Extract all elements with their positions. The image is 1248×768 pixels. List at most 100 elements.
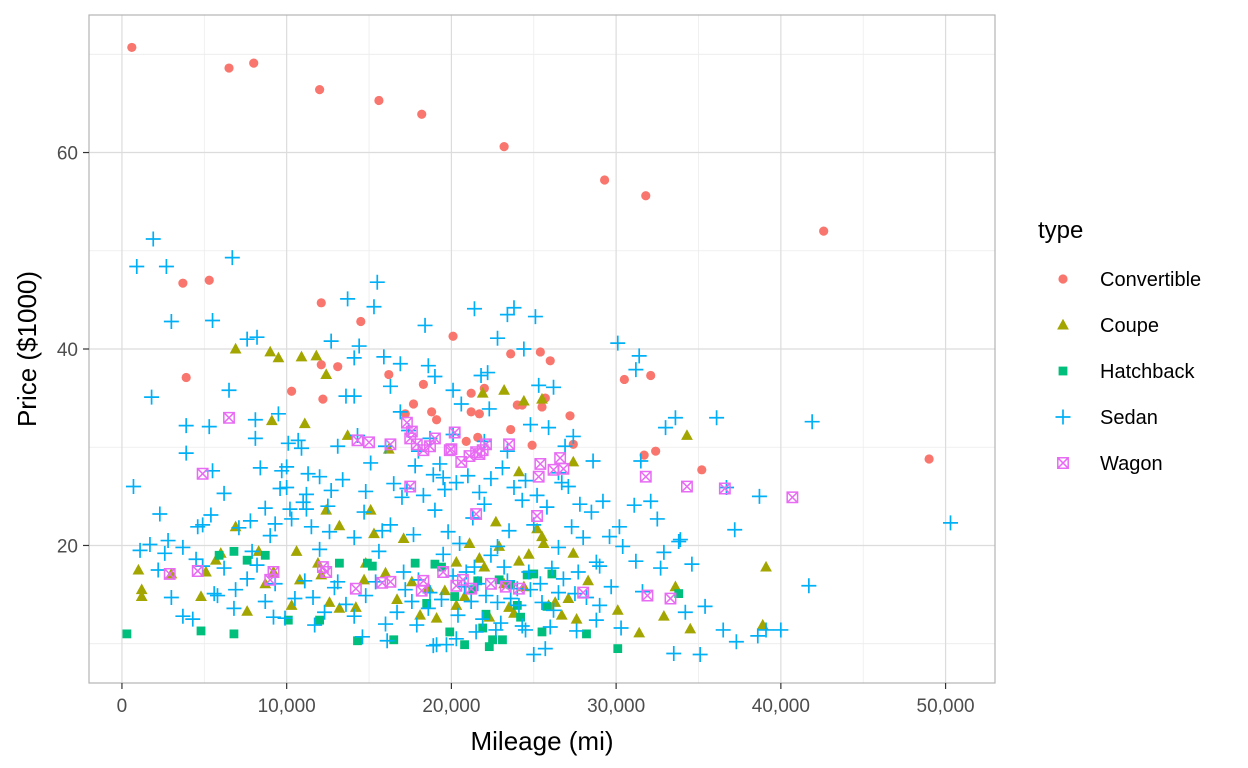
point-sedan [427, 502, 443, 518]
point-sedan [252, 460, 268, 476]
legend-item-sedan: Sedan [1055, 407, 1158, 429]
y-tick-label: 40 [57, 340, 78, 361]
point-sedan [206, 586, 222, 602]
point-hatchback [445, 627, 455, 637]
point-coupe [503, 601, 515, 612]
point-sedan [494, 460, 510, 476]
point-sedan [249, 557, 265, 573]
point-hatchback [389, 635, 399, 645]
point-sedan [404, 593, 420, 609]
point-wagon [196, 467, 209, 480]
point-convertible [127, 42, 137, 53]
point-sedan [326, 580, 342, 596]
point-sedan [804, 414, 820, 430]
point-sedan [203, 507, 219, 523]
point-coupe [513, 554, 525, 566]
point-sedan [420, 600, 436, 616]
point-sedan [396, 564, 412, 580]
point-sedan [132, 542, 148, 558]
point-coupe [536, 530, 548, 542]
point-coupe [549, 596, 562, 607]
point-hatchback [460, 640, 469, 650]
point-sedan [466, 559, 482, 575]
point-coupe [567, 547, 580, 558]
point-wagon [349, 582, 362, 595]
point-convertible [418, 379, 428, 389]
point-sedan [257, 593, 273, 609]
point-sedan [514, 618, 530, 634]
point-sedan [323, 482, 339, 498]
point-sedan [434, 592, 450, 607]
point-sedan [445, 382, 461, 398]
point-sedan [656, 544, 672, 560]
point-coupe [478, 560, 491, 572]
point-sedan [397, 582, 413, 598]
point-sedan [374, 523, 390, 539]
point-convertible [431, 415, 442, 425]
point-sedan [554, 475, 570, 491]
point-sedan [320, 498, 336, 514]
point-coupe [669, 580, 682, 592]
point-hatchback [367, 561, 377, 571]
point-convertible [506, 424, 516, 435]
y-tick-label: 20 [57, 536, 78, 557]
point-sedan [224, 250, 240, 266]
point-sedan [649, 511, 665, 527]
point-coupe [349, 601, 362, 612]
legend-key-coupe [1057, 318, 1069, 330]
point-sedan [511, 597, 527, 613]
point-sedan [358, 483, 374, 499]
point-sedan [338, 596, 354, 612]
point-sedan [750, 628, 766, 644]
point-convertible [315, 85, 325, 95]
point-sedan [354, 629, 370, 645]
legend-key-wagon [1057, 457, 1069, 469]
point-sedan [448, 475, 464, 491]
point-sedan [643, 493, 659, 509]
point-hatchback [582, 629, 591, 639]
point-sedan [323, 333, 339, 349]
point-convertible [651, 446, 661, 456]
point-sedan [666, 646, 682, 662]
point-sedan [425, 638, 441, 654]
point-sedan [490, 538, 506, 554]
point-coupe [611, 604, 624, 615]
point-sedan [175, 539, 191, 555]
point-sedan [466, 301, 482, 317]
point-sedan [425, 467, 441, 483]
point-sedan [603, 579, 619, 595]
x-tick-label: 50,000 [917, 696, 975, 717]
point-wagon [641, 589, 654, 602]
point-sedan [420, 358, 436, 374]
point-sedan [483, 547, 499, 563]
point-convertible [466, 407, 476, 417]
point-coupe [397, 532, 410, 544]
point-sedan [506, 480, 522, 496]
point-coupe [513, 465, 525, 477]
point-wagon [428, 432, 441, 445]
point-coupe [684, 622, 697, 634]
point-convertible [924, 454, 934, 464]
point-hatchback [315, 615, 325, 625]
point-sedan [392, 356, 408, 372]
point-convertible [537, 402, 547, 412]
point-sedan [231, 520, 247, 536]
point-wagon [417, 574, 430, 587]
point-sedan [534, 594, 550, 610]
point-sedan [216, 560, 232, 576]
point-wagon [404, 480, 417, 493]
point-wagon [163, 568, 176, 580]
point-sedan [239, 331, 255, 347]
point-convertible [565, 411, 575, 421]
point-sedan [943, 515, 959, 531]
point-sedan [280, 435, 296, 451]
point-sedan [429, 637, 445, 653]
point-convertible [599, 175, 610, 185]
point-wagon [532, 470, 545, 483]
point-sedan [298, 501, 314, 517]
point-hatchback [229, 546, 239, 556]
point-coupe [760, 560, 772, 572]
point-sedan [389, 604, 405, 620]
point-sedan [546, 602, 562, 618]
point-wagon [639, 470, 652, 483]
